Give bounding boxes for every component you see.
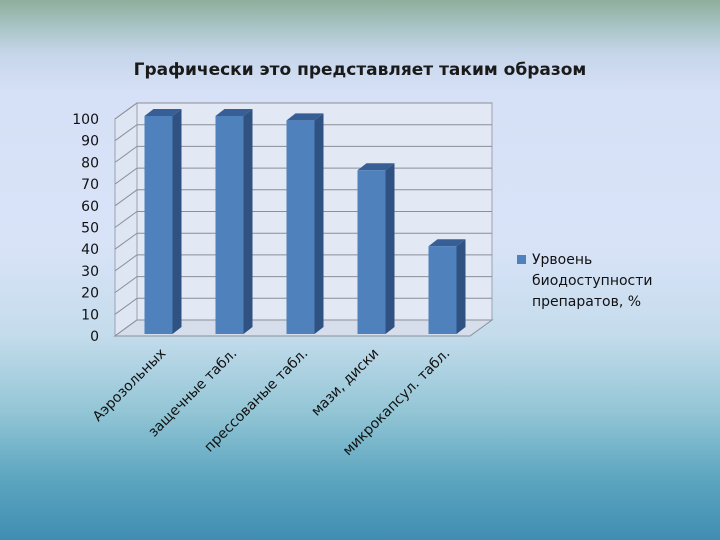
x-tick-label: Аэрозольных (90, 346, 169, 425)
y-tick-label: 10 (81, 307, 99, 323)
bar (428, 246, 457, 334)
bar (357, 170, 386, 334)
y-tick-label: 70 (81, 177, 99, 193)
legend-label: Урвоень (532, 252, 592, 268)
legend-label: препаратов, % (532, 294, 641, 310)
y-tick-label: 80 (81, 155, 99, 171)
bar-side (314, 113, 324, 334)
y-tick-label: 90 (81, 134, 99, 150)
gridline (114, 102, 492, 120)
bar-side (456, 239, 466, 334)
y-tick-label: 40 (81, 242, 99, 258)
x-tick-label: мази, диски (308, 346, 382, 420)
bar-top (357, 163, 395, 171)
bar (286, 120, 315, 334)
bar-top (144, 109, 182, 116)
bar (144, 116, 173, 334)
gridline (114, 145, 492, 163)
legend-swatch (517, 255, 526, 264)
y-tick-label: 60 (81, 199, 99, 215)
y-tick-label: 0 (90, 329, 99, 345)
bar-top (428, 239, 466, 247)
bar-side (243, 109, 253, 334)
bar-side (385, 163, 395, 334)
bar-top (286, 113, 324, 121)
bar (215, 116, 244, 334)
y-tick-label: 30 (81, 264, 99, 280)
bar-top (215, 109, 253, 116)
bar-side (172, 109, 182, 334)
legend-label: биодоступности (532, 273, 653, 289)
gridline (114, 124, 492, 142)
y-tick-label: 20 (81, 286, 99, 302)
chart-title: Графически это представляет таким образо… (133, 60, 587, 80)
y-tick-label: 50 (81, 221, 99, 237)
y-tick-label: 100 (72, 112, 99, 128)
